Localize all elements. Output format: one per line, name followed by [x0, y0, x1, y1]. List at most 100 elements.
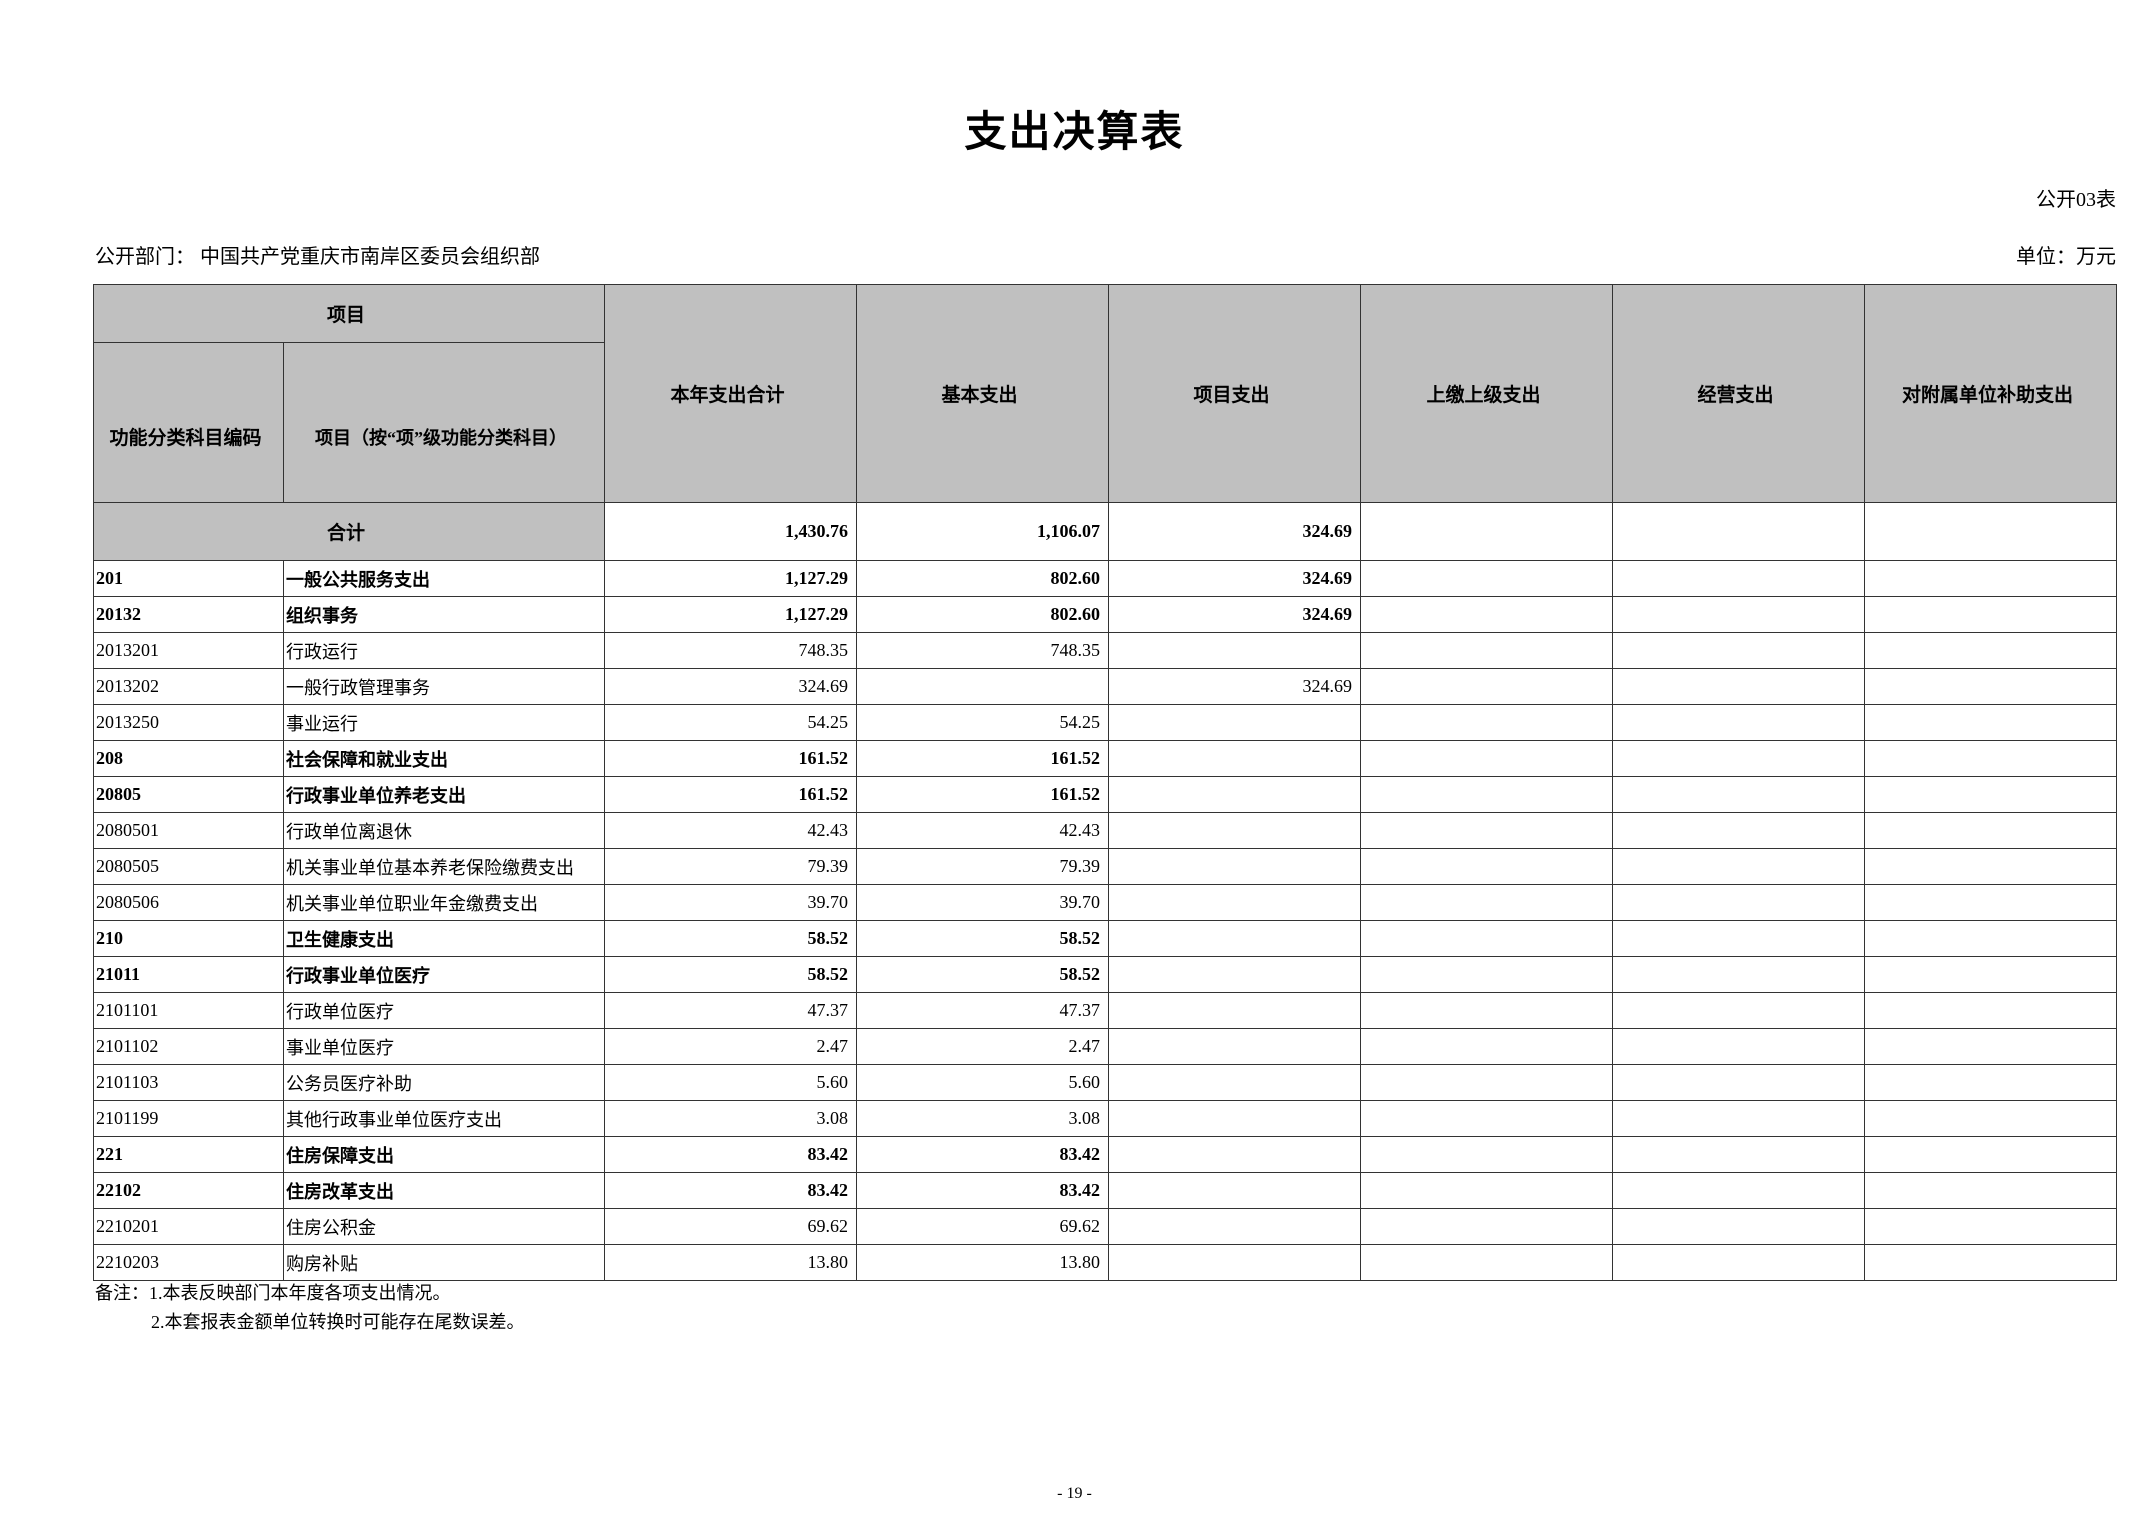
row-value: [1108, 1244, 1361, 1281]
row-value: 3.08: [856, 1100, 1109, 1137]
table-row: 2101102 事业单位医疗 2.47 2.47: [93, 1028, 2117, 1065]
row-value: [1864, 704, 2117, 741]
table-row: 2080505 机关事业单位基本养老保险缴费支出 79.39 79.39: [93, 848, 2117, 885]
header-col: 上缴上级支出: [1360, 284, 1613, 503]
table-row: 208 社会保障和就业支出 161.52 161.52: [93, 740, 2117, 777]
form-number: 公开03表: [2036, 189, 2116, 211]
row-value: [1108, 1100, 1361, 1137]
row-name: 行政事业单位养老支出: [283, 776, 605, 813]
row-value: [1360, 560, 1613, 597]
table-row: 221 住房保障支出 83.42 83.42: [93, 1136, 2117, 1173]
row-value: [1612, 956, 1865, 993]
total-label: 合计: [93, 502, 605, 561]
row-name: 组织事务: [283, 596, 605, 633]
row-value: 58.52: [856, 920, 1109, 957]
table-row: 2101103 公务员医疗补助 5.60 5.60: [93, 1064, 2117, 1101]
row-value: 5.60: [856, 1064, 1109, 1101]
row-value: [1612, 848, 1865, 885]
row-code: 2013202: [93, 668, 284, 705]
row-value: 54.25: [856, 704, 1109, 741]
row-value: [1360, 596, 1613, 633]
row-value: [1612, 1136, 1865, 1173]
row-name: 住房改革支出: [283, 1172, 605, 1209]
row-value: 324.69: [1108, 596, 1361, 633]
row-value: [1360, 632, 1613, 669]
row-value: 58.52: [604, 920, 857, 957]
row-value: [1360, 1172, 1613, 1209]
row-value: 47.37: [856, 992, 1109, 1029]
row-value: 58.52: [856, 956, 1109, 993]
row-value: [1612, 884, 1865, 921]
row-value: 13.80: [856, 1244, 1109, 1281]
header-name: 项目（按“项”级功能分类科目）: [283, 342, 605, 503]
row-value: [1612, 740, 1865, 777]
row-name: 机关事业单位职业年金缴费支出: [283, 884, 605, 921]
row-value: 1,127.29: [604, 560, 857, 597]
row-value: [1612, 992, 1865, 1029]
row-value: [1864, 596, 2117, 633]
row-code: 20805: [93, 776, 284, 813]
row-value: [1108, 740, 1361, 777]
row-value: 324.69: [1108, 560, 1361, 597]
row-value: [1612, 920, 1865, 957]
row-code: 2210201: [93, 1208, 284, 1245]
row-value: [1612, 560, 1865, 597]
row-value: [1108, 1172, 1361, 1209]
row-value: 54.25: [604, 704, 857, 741]
row-code: 208: [93, 740, 284, 777]
table-row: 210 卫生健康支出 58.52 58.52: [93, 920, 2117, 957]
row-value: [1612, 1244, 1865, 1281]
row-name: 一般行政管理事务: [283, 668, 605, 705]
row-value: [1612, 704, 1865, 741]
row-value: [1864, 956, 2117, 993]
row-value: [1612, 596, 1865, 633]
table-row: 21011 行政事业单位医疗 58.52 58.52: [93, 956, 2117, 993]
row-value: [1864, 1244, 2117, 1281]
row-value: [1864, 848, 2117, 885]
row-name: 购房补贴: [283, 1244, 605, 1281]
row-value: [1864, 1028, 2117, 1065]
header-col: 基本支出: [856, 284, 1109, 503]
row-code: 2080506: [93, 884, 284, 921]
row-value: [1360, 1028, 1613, 1065]
page-number: - 19 -: [1057, 1485, 1092, 1502]
row-value: [1360, 1208, 1613, 1245]
row-value: 748.35: [604, 632, 857, 669]
table-row: 201 一般公共服务支出 1,127.29 802.60 324.69: [93, 560, 2117, 597]
row-value: 79.39: [604, 848, 857, 885]
page-title: 支出决算表: [964, 110, 1185, 156]
row-name: 行政单位离退休: [283, 812, 605, 849]
row-value: [1108, 812, 1361, 849]
total-value: 1,106.07: [856, 502, 1109, 561]
row-value: [1360, 956, 1613, 993]
row-value: [1612, 668, 1865, 705]
header-project: 项目: [93, 284, 605, 343]
row-name: 行政运行: [283, 632, 605, 669]
row-value: [1360, 668, 1613, 705]
row-name: 一般公共服务支出: [283, 560, 605, 597]
row-value: [1612, 632, 1865, 669]
header-col: 项目支出: [1108, 284, 1361, 503]
row-value: 324.69: [1108, 668, 1361, 705]
row-code: 2080505: [93, 848, 284, 885]
row-code: 201: [93, 560, 284, 597]
row-value: 802.60: [856, 596, 1109, 633]
table-row: 2013201 行政运行 748.35 748.35: [93, 632, 2117, 669]
row-name: 行政事业单位医疗: [283, 956, 605, 993]
row-value: [1360, 776, 1613, 813]
row-code: 2101103: [93, 1064, 284, 1101]
row-code: 210: [93, 920, 284, 957]
row-value: 42.43: [856, 812, 1109, 849]
row-value: 161.52: [604, 776, 857, 813]
row-name: 公务员医疗补助: [283, 1064, 605, 1101]
row-value: 79.39: [856, 848, 1109, 885]
row-code: 21011: [93, 956, 284, 993]
expenditure-table: 项目 本年支出合计 基本支出 项目支出 上缴上级支出 经营支出 对附属单位补助支…: [93, 284, 2117, 1281]
row-code: 2013201: [93, 632, 284, 669]
header-code: 功能分类科目编码: [93, 342, 284, 503]
row-value: [1864, 632, 2117, 669]
row-value: 3.08: [604, 1100, 857, 1137]
total-value: 1,430.76: [604, 502, 857, 561]
row-value: [1108, 920, 1361, 957]
row-value: [1360, 1244, 1613, 1281]
